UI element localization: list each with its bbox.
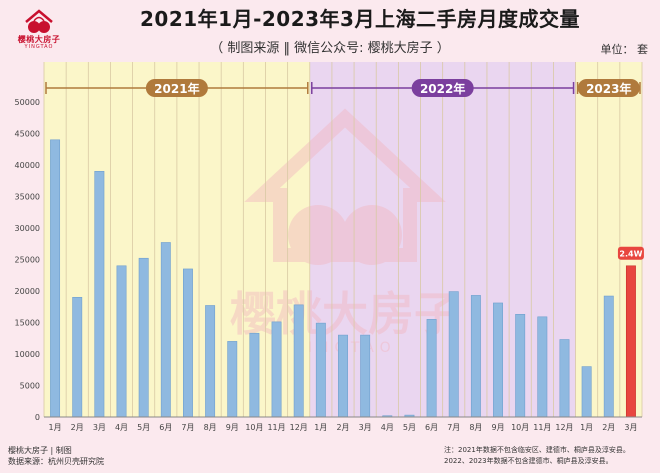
y-gridlines (43, 62, 643, 417)
bar (94, 171, 105, 418)
y-tick-label: 45000 (15, 130, 40, 139)
x-axis-ticks: 1月 2月 3月 4月 5月 6月 7月 8月 9月 10月 11月 12月 1月 2月 3月 4月 5月 6月 7… (49, 423, 638, 432)
x-tick-label: 3月 (359, 423, 372, 432)
x-tick-label: 1月 (314, 423, 327, 432)
footer-note: 注：2021年数据不包含临安区、建德市、桐庐县及淳安县。 2022、2023年数… (444, 445, 630, 467)
era-label: 2023年 (586, 81, 631, 96)
x-tick-label: 2月 (602, 423, 615, 432)
bar (227, 341, 238, 418)
era-label-pill (411, 79, 474, 97)
watermark-text: 樱桃大房子 (230, 287, 460, 341)
x-tick-label: 9月 (226, 423, 239, 432)
highlight-label: 2.4W (619, 249, 642, 258)
x-tick-label: 6月 (425, 423, 438, 432)
x-tick-label: 11月 (267, 423, 285, 432)
footer-left-line2: 数据来源：杭州贝壳研究院 (8, 457, 104, 466)
y-tick-label: 5000 (20, 382, 40, 391)
bar (603, 295, 614, 418)
x-tick-label: 5月 (137, 423, 150, 432)
chart-title: 2021年1月-2023年3月上海二手房月度成交量 (140, 7, 580, 31)
bar (448, 291, 459, 418)
bars (50, 139, 636, 418)
footer-right-line1: 注：2021年数据不包含临安区、建德市、桐庐县及淳安县。 (444, 446, 630, 454)
x-tick-label: 12月 (290, 423, 308, 432)
x-tick-label: 1月 (580, 423, 593, 432)
x-tick-label: 4月 (115, 423, 128, 432)
x-tick-label: 7月 (181, 423, 194, 432)
y-tick-label: 15000 (15, 319, 40, 328)
era-label-pill (577, 79, 640, 97)
bar (50, 139, 61, 418)
bar (72, 296, 83, 418)
x-tick-label: 4月 (381, 423, 394, 432)
bar (537, 316, 548, 418)
y-tick-label: 20000 (15, 287, 40, 296)
x-tick-label: 2月 (71, 423, 84, 432)
y-tick-label: 40000 (15, 161, 40, 170)
x-tick-label: 1月 (49, 423, 62, 432)
x-tick-label: 9月 (491, 423, 504, 432)
x-tick-label: 7月 (447, 423, 460, 432)
era-label: 2021年 (154, 81, 199, 96)
y-tick-label: 25000 (15, 256, 40, 265)
x-tick-label: 2月 (336, 423, 349, 432)
x-tick-label: 3月 (624, 423, 637, 432)
x-tick-label: 3月 (93, 423, 106, 432)
bar (625, 265, 636, 418)
footer-source: 樱桃大房子 | 制图 数据来源：杭州贝壳研究院 (8, 445, 104, 467)
watermark-cherry-icon-2 (342, 205, 402, 265)
y-tick-label: 30000 (15, 224, 40, 233)
bar (338, 334, 348, 418)
bar (581, 366, 592, 418)
bar (205, 305, 216, 418)
x-tick-label: 6月 (159, 423, 172, 432)
x-tick-label: 8月 (204, 423, 217, 432)
bar (138, 257, 149, 418)
y-axis-ticks: 0 5000 10000 15000 20000 25000 30000 35000 40000… (15, 98, 40, 422)
unit-label: 单位： 套 (600, 43, 649, 56)
bar (271, 321, 282, 418)
bar (116, 265, 127, 418)
era-label-pill (145, 79, 208, 97)
highlight-pill (617, 246, 644, 260)
bar (183, 268, 193, 418)
logo-subtext: YINGTAO (24, 44, 54, 50)
watermark-cherry-icon (288, 205, 348, 265)
y-tick-label: 0 (35, 413, 40, 422)
era-brackets: 2021年 2022年 2023年 (45, 79, 641, 97)
bar (493, 302, 503, 418)
bar (293, 304, 304, 418)
bar (515, 314, 526, 418)
chart-subtitle: （ 制图来源 ‖ 微信公众号: 樱桃大房子 ） (210, 41, 450, 56)
x-tick-label: 11月 (533, 423, 551, 432)
x-tick-label: 10月 (511, 423, 529, 432)
x-tick-label: 10月 (245, 423, 263, 432)
bar (360, 334, 371, 418)
y-tick-label: 35000 (15, 193, 40, 202)
bar (249, 332, 260, 418)
bar (426, 319, 437, 418)
bar (160, 242, 171, 418)
highlight-callout: 2.4W (617, 246, 644, 260)
logo-text: 樱桃大房子 (17, 35, 61, 44)
x-tick-label: 12月 (555, 423, 573, 432)
watermark-house-icon (244, 108, 446, 262)
y-tick-label: 10000 (15, 350, 40, 359)
y-tick-label: 50000 (15, 98, 40, 107)
bar (470, 295, 481, 418)
bar (315, 322, 326, 418)
x-tick-label: 5月 (403, 423, 416, 432)
x-tick-label: 8月 (469, 423, 482, 432)
footer-right-line2: 2022、2023年数据不包含建德市、桐庐县及淳安县。 (444, 457, 613, 465)
era-label: 2022年 (420, 81, 465, 96)
bar (559, 339, 570, 418)
cherry-logo-icon (25, 9, 53, 33)
footer-left-line1: 樱桃大房子 | 制图 (8, 446, 72, 455)
